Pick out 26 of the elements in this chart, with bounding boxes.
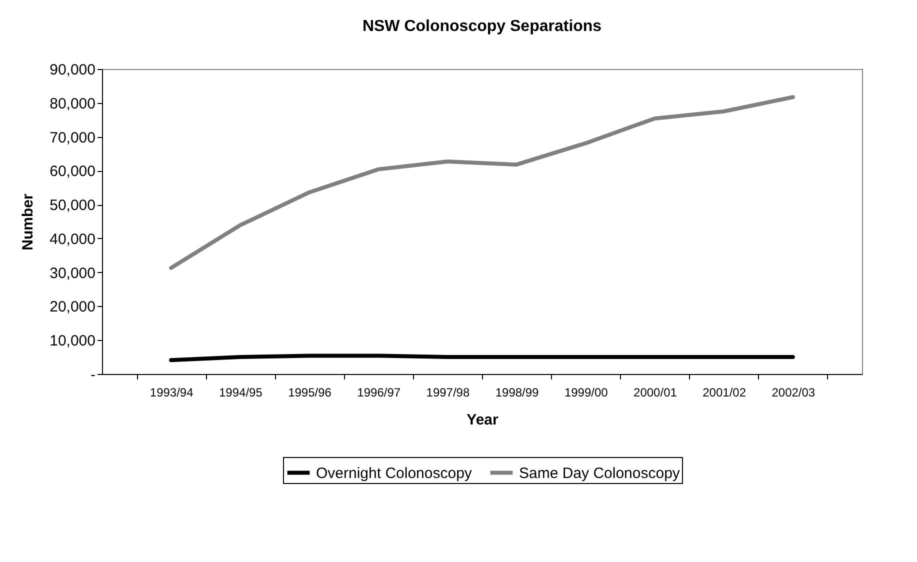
y-tick-label: 10,000 — [50, 332, 96, 350]
x-tick-label: 1998/99 — [495, 386, 540, 400]
x-tick-label: 1995/96 — [288, 386, 332, 400]
x-tick-label: 1997/98 — [426, 386, 470, 400]
x-tick-label: 2000/01 — [634, 386, 678, 400]
y-tick-label: 30,000 — [50, 264, 96, 282]
x-tick-label: 2001/02 — [702, 386, 746, 400]
y-tick-label: 20,000 — [50, 298, 96, 316]
legend-label: Same Day Colonoscopy — [519, 464, 680, 482]
y-tick-label: 50,000 — [50, 197, 96, 214]
x-tick-label: 1993/94 — [150, 386, 194, 400]
y-tick-label: 70,000 — [50, 129, 96, 146]
x-tick-label: 1999/00 — [564, 386, 608, 400]
x-tick-label: 1996/97 — [357, 386, 401, 400]
y-tick-label: 90,000 — [50, 62, 96, 78]
y-axis-title: Number — [20, 194, 37, 250]
y-tick-label: 40,000 — [50, 230, 96, 248]
x-axis-title: Year — [466, 412, 499, 428]
y-tick-label: 60,000 — [50, 163, 96, 180]
y-tick-label: 80,000 — [50, 95, 96, 112]
legend-label: Overnight Colonoscopy — [316, 464, 472, 482]
x-tick-label: 1994/95 — [218, 386, 263, 400]
line-series — [169, 95, 795, 270]
x-tick-label: 2002/03 — [772, 386, 816, 400]
chart-title: NSW Colonoscopy Separations — [362, 18, 602, 35]
y-tick-label: - — [90, 366, 96, 384]
